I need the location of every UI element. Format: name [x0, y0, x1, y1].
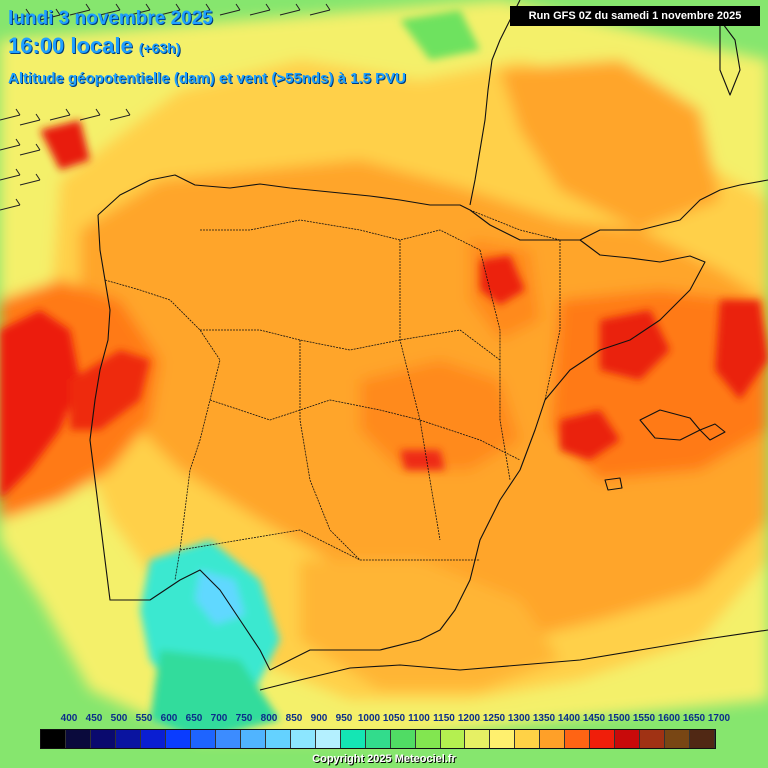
field-red-nw: [40, 120, 90, 170]
wind-barbs: [0, 3, 331, 211]
scale-swatch: [240, 730, 266, 748]
scale-swatch: [340, 730, 366, 748]
scale-swatch: [315, 730, 341, 748]
scale-label: 400: [60, 713, 78, 724]
scale-label: 1550: [632, 713, 656, 724]
field-description: Altitude géopotentielle (dam) et vent (>…: [8, 70, 406, 87]
scale-swatch: [440, 730, 466, 748]
run-info-box: Run GFS 0Z du samedi 1 novembre 2025: [510, 6, 760, 26]
scale-label: 700: [210, 713, 228, 724]
scale-label: 600: [160, 713, 178, 724]
scale-label: 1700: [707, 713, 731, 724]
scale-swatch: [165, 730, 191, 748]
scale-swatch: [515, 730, 541, 748]
scale-label: 1500: [607, 713, 631, 724]
scale-swatch: [65, 730, 91, 748]
scale-swatch: [490, 730, 516, 748]
scale-swatch: [465, 730, 491, 748]
field-green-top: [400, 10, 480, 60]
color-scale-bar: [40, 729, 716, 749]
scale-swatch: [290, 730, 316, 748]
field-red-se: [560, 410, 620, 460]
field-orange-ne: [500, 60, 720, 230]
field-lightblue: [195, 570, 245, 625]
scale-label: 500: [110, 713, 128, 724]
field-orange-se: [300, 560, 560, 690]
scale-label: 750: [235, 713, 253, 724]
scale-label: 1350: [532, 713, 556, 724]
field-teal: [150, 650, 280, 740]
scale-label: 950: [335, 713, 353, 724]
scale-swatch: [115, 730, 141, 748]
scale-label: 800: [260, 713, 278, 724]
coastlines: [89, 0, 768, 691]
field-red-east: [600, 310, 670, 380]
scale-label: 1100: [408, 713, 430, 724]
scale-label: 850: [285, 713, 303, 724]
scale-label: 1450: [582, 713, 606, 724]
scale-label: 900: [310, 713, 328, 724]
field-red-west: [0, 310, 80, 500]
scale-label: 550: [135, 713, 153, 724]
field-red-ne: [480, 255, 525, 305]
scale-swatch: [365, 730, 391, 748]
scale-labels: 400 450 500 550 600 650 700 750 800 850 900 950 1000…: [58, 713, 730, 727]
scale-label: 1250: [482, 713, 506, 724]
borders: [104, 209, 561, 581]
scale-swatch: [215, 730, 241, 748]
scale-swatch: [540, 730, 566, 748]
scale-swatch: [640, 730, 666, 748]
lead-time-label: (+63h): [138, 40, 181, 56]
field-deeporange-center: [360, 360, 520, 470]
scale-label: 650: [185, 713, 203, 724]
date-title: lundi 3 novembre 2025: [8, 8, 213, 29]
scale-swatch: [665, 730, 691, 748]
copyright-text: Copyright 2025 Meteociel.fr: [312, 753, 456, 765]
scale-swatch: [690, 730, 716, 748]
scale-label: 1050: [382, 713, 406, 724]
scale-label: 1150: [433, 713, 455, 724]
field-red-east2: [715, 300, 768, 400]
scale-swatch: [615, 730, 641, 748]
scale-swatch: [265, 730, 291, 748]
scale-swatch: [565, 730, 591, 748]
scale-label: 450: [85, 713, 103, 724]
scale-swatch: [415, 730, 441, 748]
scale-label: 1300: [507, 713, 531, 724]
field-red-west2: [70, 350, 150, 430]
scale-label: 1400: [557, 713, 581, 724]
scale-label: 1000: [357, 713, 381, 724]
scale-label: 1650: [682, 713, 706, 724]
scale-label: 1600: [657, 713, 681, 724]
field-red-c: [400, 450, 445, 470]
scale-swatch: [90, 730, 116, 748]
scale-swatch: [390, 730, 416, 748]
scale-swatch: [140, 730, 166, 748]
scale-label: 1200: [457, 713, 481, 724]
time-label: 16:00 locale: [8, 33, 133, 58]
scale-swatch: [41, 730, 66, 748]
scale-swatch: [190, 730, 216, 748]
scale-swatch: [590, 730, 616, 748]
time-title: 16:00 locale (+63h): [8, 33, 180, 59]
